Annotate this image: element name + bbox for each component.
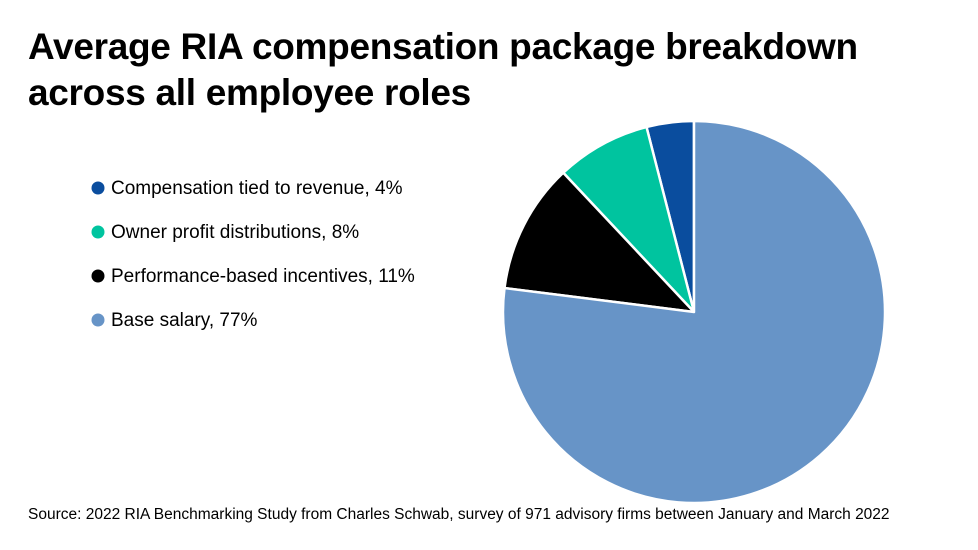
legend-marker [91,269,105,283]
chart-title: Average RIA compensation package breakdo… [28,26,858,113]
legend-label: Compensation tied to revenue, 4% [111,178,403,199]
pie-slice [501,119,887,505]
source-note: Source: 2022 RIA Benchmarking Study from… [28,506,890,523]
pie-slice [503,171,696,314]
legend-marker [91,313,105,327]
pie-slice [562,125,696,314]
legend-marker [91,225,105,239]
legend-label: Base salary, 77% [111,310,258,331]
legend-label: Performance-based incentives, 11% [111,266,415,287]
legend-marker [91,181,105,195]
legend-label: Owner profit distributions, 8% [111,222,359,243]
